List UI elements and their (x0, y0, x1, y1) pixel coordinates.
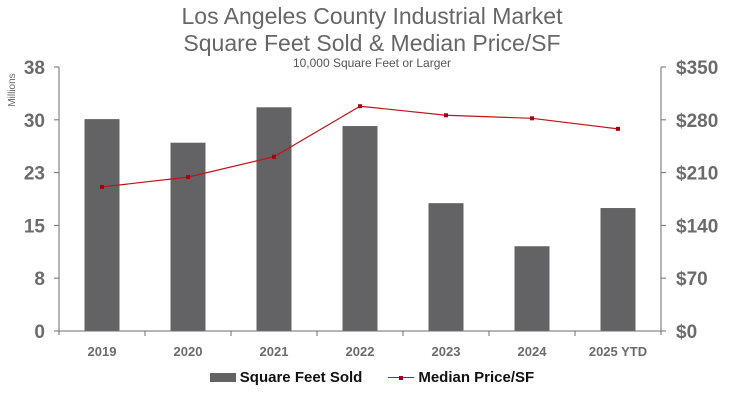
price-point-2022 (358, 104, 362, 109)
chart-title-line2: Square Feet Sold & Median Price/SF (183, 30, 561, 56)
y-left-tick-label: 23 (24, 164, 45, 185)
bar-2025-ytd (600, 208, 636, 331)
x-tick-label: 2021 (260, 344, 289, 359)
legend-item-median-price: Median Price/SF (388, 369, 534, 386)
axes (54, 66, 666, 336)
y-axis-left-label: Millions (7, 73, 18, 106)
price-point-2020 (186, 175, 190, 180)
price-point-2019 (100, 184, 104, 189)
y-right-tick-label: $280 (676, 111, 718, 132)
bar-2023 (428, 203, 464, 331)
price-point-2025-ytd (616, 126, 620, 131)
legend-swatch-line (388, 373, 415, 383)
bar-2020 (170, 142, 206, 331)
legend: Square Feet Sold Median Price/SF (0, 369, 744, 386)
x-tick-label: 2024 (518, 344, 548, 359)
y-left-tick-label: 30 (24, 111, 45, 132)
x-tick-label: 2023 (432, 344, 461, 359)
y-left-tick-label: 15 (24, 216, 46, 237)
y-left-tick-label: 8 (34, 269, 45, 290)
y-right-tick-label: $70 (676, 269, 708, 290)
legend-item-square-feet-sold: Square Feet Sold (209, 369, 363, 386)
price-point-2021 (272, 154, 276, 159)
chart-title: Los Angeles County Industrial Market (181, 3, 563, 29)
x-tick-label: 2019 (88, 344, 117, 359)
x-tick-label: 2025 YTD (589, 344, 647, 359)
y-left-tick-label: 38 (24, 58, 45, 79)
legend-swatch-bar (209, 373, 236, 382)
y-right-tick-label: $140 (676, 216, 718, 237)
tick-labels: 0 8 15 23 30 38 $0 $70 $140 $210 $280 $350 2019 2020 2… (24, 58, 718, 359)
legend-label-median-price: Median Price/SF (418, 369, 535, 386)
legend-label-square-feet-sold: Square Feet Sold (239, 369, 363, 386)
y-right-tick-label: $0 (676, 322, 697, 343)
y-right-tick-label: $350 (676, 58, 718, 79)
bar-2019 (84, 119, 120, 332)
x-tick-label: 2020 (174, 344, 203, 359)
x-tick-label: 2022 (346, 344, 375, 359)
bar-2024 (514, 246, 550, 331)
bar-2021 (256, 107, 292, 331)
chart-subtitle: 10,000 Square Feet or Larger (292, 56, 452, 70)
bar-2022 (342, 126, 378, 331)
line-series-median-price (100, 104, 620, 189)
y-right-tick-label: $210 (676, 164, 718, 185)
y-left-tick-label: 0 (34, 322, 45, 343)
price-point-2024 (530, 116, 534, 121)
price-point-2023 (444, 113, 448, 118)
bar-series-square-feet-sold (84, 107, 636, 332)
